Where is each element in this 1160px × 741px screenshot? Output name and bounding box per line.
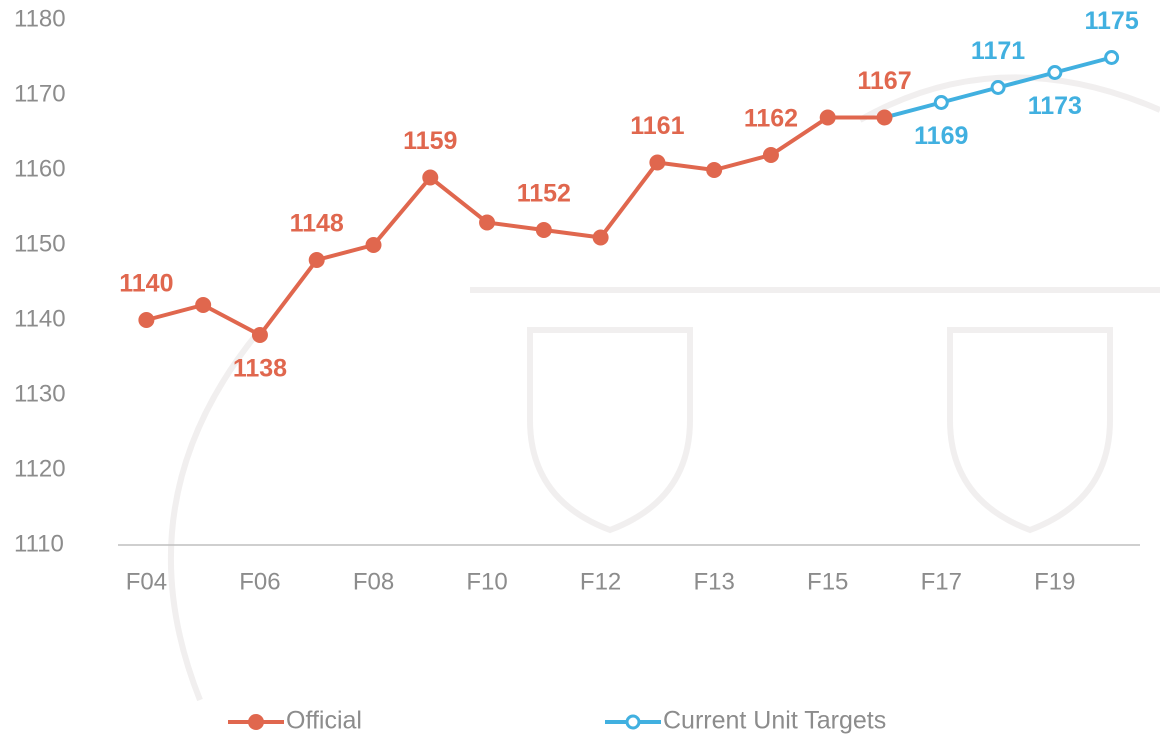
point bbox=[706, 162, 722, 178]
x-tick-label: F19 bbox=[1034, 568, 1075, 595]
point bbox=[820, 110, 836, 126]
x-tick-label: F10 bbox=[466, 568, 507, 595]
data-label: 1162 bbox=[744, 105, 798, 133]
data-label: 1140 bbox=[119, 270, 173, 298]
data-label: 1148 bbox=[290, 210, 344, 238]
x-tick-label: F04 bbox=[126, 568, 167, 595]
point bbox=[763, 147, 779, 163]
y-tick-label: 1130 bbox=[14, 380, 66, 407]
x-tick-label: F15 bbox=[807, 568, 848, 595]
point bbox=[935, 97, 947, 109]
y-tick-label: 1140 bbox=[14, 305, 66, 332]
data-label: 1173 bbox=[1028, 92, 1082, 120]
chart: 1110 1120 1130 1140 1150 1160 1170 1180 F04 F06 F0… bbox=[0, 0, 1160, 741]
point bbox=[992, 82, 1004, 94]
x-tick-label: F08 bbox=[353, 568, 394, 595]
x-tick-label: F06 bbox=[239, 568, 280, 595]
data-label: 1161 bbox=[630, 112, 684, 140]
legend-marker bbox=[248, 714, 264, 730]
legend-marker bbox=[627, 716, 639, 728]
point bbox=[479, 215, 495, 231]
y-tick-label: 1120 bbox=[14, 455, 66, 482]
y-tick-label: 1170 bbox=[14, 80, 66, 107]
y-tick-label: 1150 bbox=[14, 230, 66, 257]
data-label: 1167 bbox=[857, 67, 911, 95]
point bbox=[309, 252, 325, 268]
y-tick-label: 1160 bbox=[14, 155, 66, 182]
point bbox=[195, 297, 211, 313]
point bbox=[1049, 67, 1061, 79]
point bbox=[366, 237, 382, 253]
point bbox=[252, 327, 268, 343]
point bbox=[1106, 52, 1118, 64]
point bbox=[593, 230, 609, 246]
data-label: 1171 bbox=[971, 37, 1025, 65]
y-tick-label: 1180 bbox=[14, 5, 66, 32]
data-label: 1175 bbox=[1084, 7, 1138, 35]
legend-label: Official bbox=[286, 707, 362, 735]
watermark bbox=[171, 77, 1160, 700]
data-label: 1159 bbox=[403, 127, 457, 155]
point bbox=[877, 110, 893, 126]
point bbox=[422, 170, 438, 186]
x-tick-label: F12 bbox=[580, 568, 621, 595]
x-tick-label: F17 bbox=[921, 568, 962, 595]
point bbox=[536, 222, 552, 238]
point bbox=[138, 312, 154, 328]
data-label: 1169 bbox=[914, 122, 968, 150]
data-label: 1152 bbox=[517, 180, 571, 208]
point bbox=[649, 155, 665, 171]
x-tick-label: F13 bbox=[693, 568, 734, 595]
legend-label: Current Unit Targets bbox=[663, 707, 886, 735]
y-tick-label: 1110 bbox=[14, 530, 64, 557]
data-label: 1138 bbox=[233, 355, 287, 383]
